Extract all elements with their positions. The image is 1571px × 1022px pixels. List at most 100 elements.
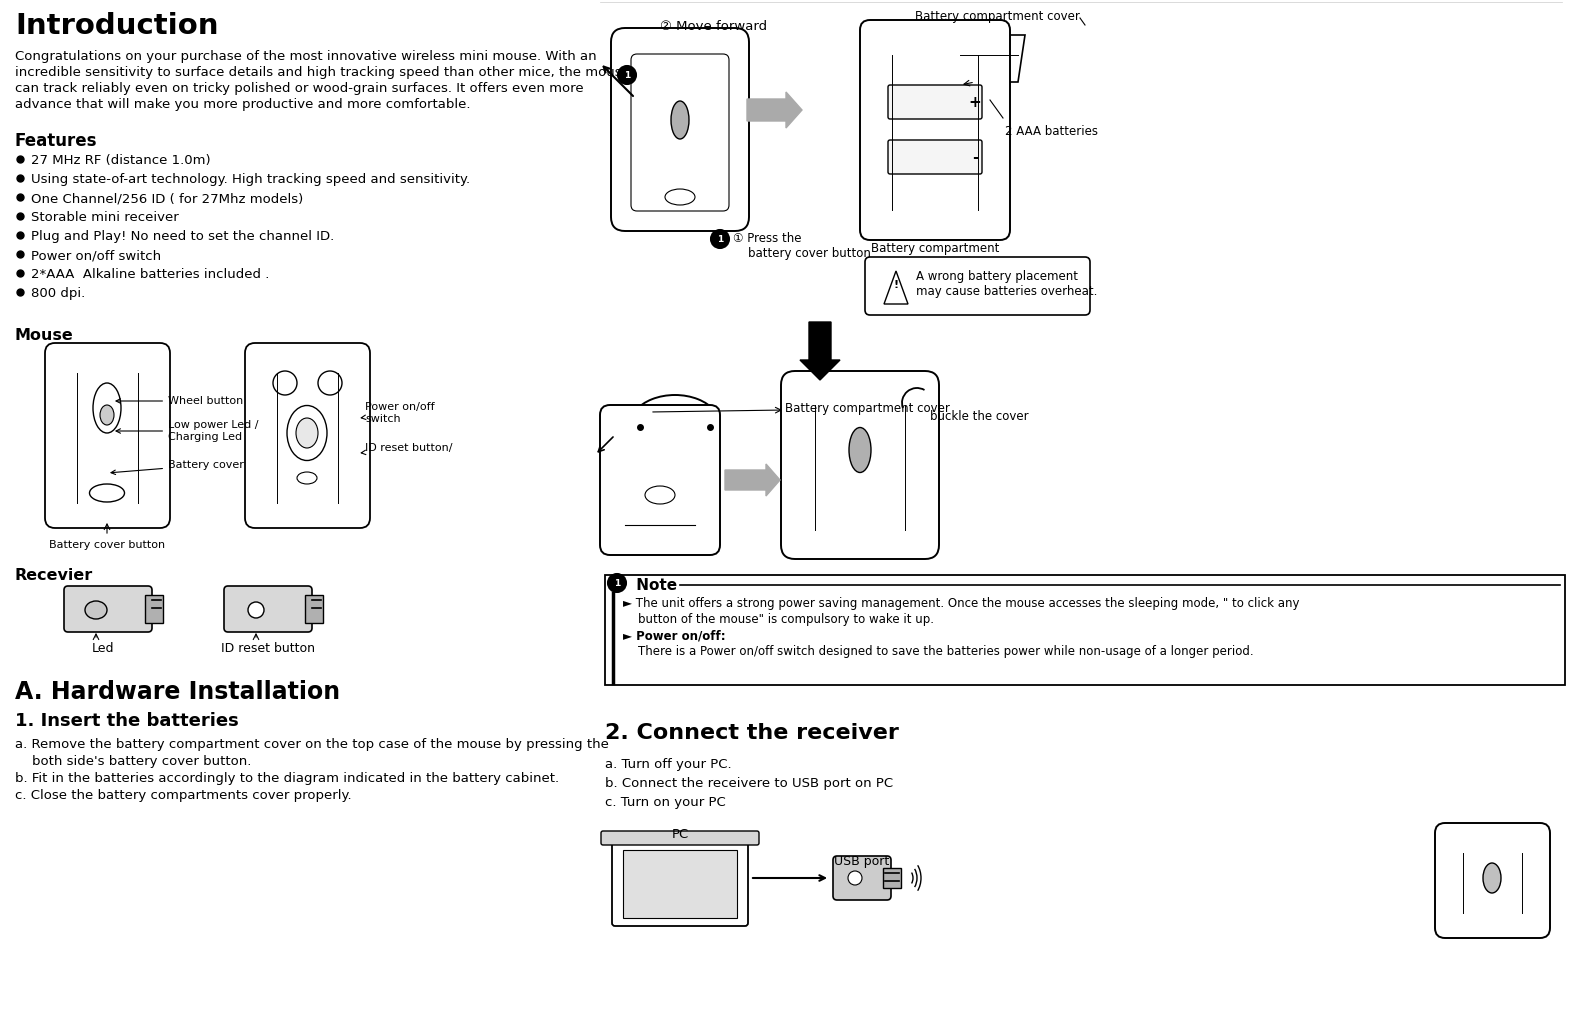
Ellipse shape <box>848 427 870 472</box>
FancyArrow shape <box>746 92 803 128</box>
Text: A wrong battery placement
may cause batteries overheat.: A wrong battery placement may cause batt… <box>916 270 1098 298</box>
Text: Congratulations on your purchase of the most innovative wireless mini mouse. Wit: Congratulations on your purchase of the … <box>16 50 597 63</box>
Text: 27 MHz RF (distance 1.0m): 27 MHz RF (distance 1.0m) <box>31 154 211 167</box>
Ellipse shape <box>1483 863 1500 893</box>
Text: A. Hardware Installation: A. Hardware Installation <box>16 680 341 704</box>
Ellipse shape <box>297 472 317 484</box>
FancyBboxPatch shape <box>1434 823 1551 938</box>
Ellipse shape <box>85 601 107 619</box>
FancyBboxPatch shape <box>600 405 720 555</box>
Text: ① Press the
    battery cover button: ① Press the battery cover button <box>734 232 870 260</box>
Text: 1. Insert the batteries: 1. Insert the batteries <box>16 712 239 730</box>
Text: buckle the cover: buckle the cover <box>930 410 1029 423</box>
Text: -: - <box>972 149 979 165</box>
FancyBboxPatch shape <box>781 371 939 559</box>
Text: Features: Features <box>16 132 97 150</box>
Text: Recevier: Recevier <box>16 568 93 583</box>
Text: Battery cover button: Battery cover button <box>49 540 165 550</box>
Text: b. Connect the receivere to USB port on PC: b. Connect the receivere to USB port on … <box>605 777 894 790</box>
Text: incredible sensitivity to surface details and high tracking speed than other mic: incredible sensitivity to surface detail… <box>16 66 630 79</box>
Text: ► The unit offers a strong power saving management. Once the mouse accesses the : ► The unit offers a strong power saving … <box>624 597 1299 610</box>
Text: Wheel button: Wheel button <box>116 396 244 406</box>
Ellipse shape <box>671 101 690 139</box>
FancyBboxPatch shape <box>225 586 313 632</box>
Text: Battery compartment cover: Battery compartment cover <box>786 402 950 415</box>
Text: Battery compartment: Battery compartment <box>870 242 999 256</box>
Text: There is a Power on/off switch designed to save the batteries power while non-us: There is a Power on/off switch designed … <box>624 645 1254 658</box>
Circle shape <box>848 871 862 885</box>
Text: a. Turn off your PC.: a. Turn off your PC. <box>605 758 732 771</box>
Polygon shape <box>947 35 1024 82</box>
Text: ID reset button: ID reset button <box>222 642 316 655</box>
Ellipse shape <box>646 486 676 504</box>
Text: Note: Note <box>632 578 677 593</box>
Bar <box>624 850 737 918</box>
Text: Battery cover: Battery cover <box>112 460 244 474</box>
Ellipse shape <box>287 406 327 461</box>
Circle shape <box>317 371 342 394</box>
Text: button of the mouse" is compulsory to wake it up.: button of the mouse" is compulsory to wa… <box>624 613 935 626</box>
Text: Plug and Play! No need to set the channel ID.: Plug and Play! No need to set the channe… <box>31 230 335 243</box>
Circle shape <box>608 574 625 592</box>
Text: both side's battery cover button.: both side's battery cover button. <box>16 755 251 768</box>
Polygon shape <box>884 271 908 304</box>
Text: USB port: USB port <box>834 855 889 868</box>
FancyBboxPatch shape <box>859 20 1010 240</box>
FancyBboxPatch shape <box>613 840 748 926</box>
FancyBboxPatch shape <box>145 595 163 623</box>
Text: Introduction: Introduction <box>16 12 218 40</box>
Text: Using state-of-art technology. High tracking speed and sensitivity.: Using state-of-art technology. High trac… <box>31 173 470 186</box>
Text: ► Power on/off:: ► Power on/off: <box>624 629 726 642</box>
Text: Power on/off
switch: Power on/off switch <box>361 403 435 424</box>
Ellipse shape <box>295 418 317 448</box>
FancyArrow shape <box>724 464 779 496</box>
FancyBboxPatch shape <box>305 595 324 623</box>
Text: 800 dpi.: 800 dpi. <box>31 287 85 300</box>
Text: c. Close the battery compartments cover properly.: c. Close the battery compartments cover … <box>16 789 352 802</box>
Ellipse shape <box>90 484 124 502</box>
Circle shape <box>617 66 636 84</box>
Ellipse shape <box>101 405 115 425</box>
FancyBboxPatch shape <box>245 343 371 528</box>
Text: 2 AAA batteries: 2 AAA batteries <box>1005 125 1098 138</box>
Text: +: + <box>969 94 982 109</box>
FancyBboxPatch shape <box>46 343 170 528</box>
Text: Led: Led <box>91 642 115 655</box>
Text: a. Remove the battery compartment cover on the top case of the mouse by pressing: a. Remove the battery compartment cover … <box>16 738 610 751</box>
Circle shape <box>248 602 264 618</box>
Text: 1: 1 <box>614 578 621 588</box>
FancyBboxPatch shape <box>602 831 759 845</box>
FancyBboxPatch shape <box>632 54 729 211</box>
Text: 1: 1 <box>716 234 723 243</box>
Text: advance that will make you more productive and more comfortable.: advance that will make you more producti… <box>16 98 470 111</box>
Text: Power on/off switch: Power on/off switch <box>31 249 162 262</box>
Text: !: ! <box>894 280 899 290</box>
Ellipse shape <box>93 383 121 433</box>
Text: c. Turn on your PC: c. Turn on your PC <box>605 796 726 809</box>
FancyArrow shape <box>800 322 840 380</box>
FancyBboxPatch shape <box>888 140 982 174</box>
FancyBboxPatch shape <box>833 856 891 900</box>
Ellipse shape <box>665 189 694 205</box>
Text: Battery compartment cover: Battery compartment cover <box>916 10 1079 24</box>
Text: 2*AAA  Alkaline batteries included .: 2*AAA Alkaline batteries included . <box>31 268 269 281</box>
Text: One Channel/256 ID ( for 27Mhz models): One Channel/256 ID ( for 27Mhz models) <box>31 192 303 205</box>
Text: b. Fit in the batteries accordingly to the diagram indicated in the battery cabi: b. Fit in the batteries accordingly to t… <box>16 772 559 785</box>
Text: Mouse: Mouse <box>16 328 74 343</box>
Text: ② Move forward: ② Move forward <box>660 20 767 33</box>
FancyBboxPatch shape <box>611 28 749 231</box>
Text: Storable mini receiver: Storable mini receiver <box>31 211 179 224</box>
Text: 1: 1 <box>624 71 630 80</box>
FancyBboxPatch shape <box>605 575 1565 685</box>
Circle shape <box>273 371 297 394</box>
Text: 2. Connect the receiver: 2. Connect the receiver <box>605 723 899 743</box>
Text: PC: PC <box>671 828 688 841</box>
FancyBboxPatch shape <box>866 257 1090 315</box>
Text: Low power Led /
Charging Led: Low power Led / Charging Led <box>116 420 259 442</box>
FancyBboxPatch shape <box>64 586 152 632</box>
Text: can track reliably even on tricky polished or wood-grain surfaces. It offers eve: can track reliably even on tricky polish… <box>16 82 583 95</box>
Text: ID reset button/: ID reset button/ <box>361 443 452 455</box>
FancyBboxPatch shape <box>883 868 902 888</box>
Circle shape <box>712 230 729 248</box>
FancyBboxPatch shape <box>888 85 982 119</box>
